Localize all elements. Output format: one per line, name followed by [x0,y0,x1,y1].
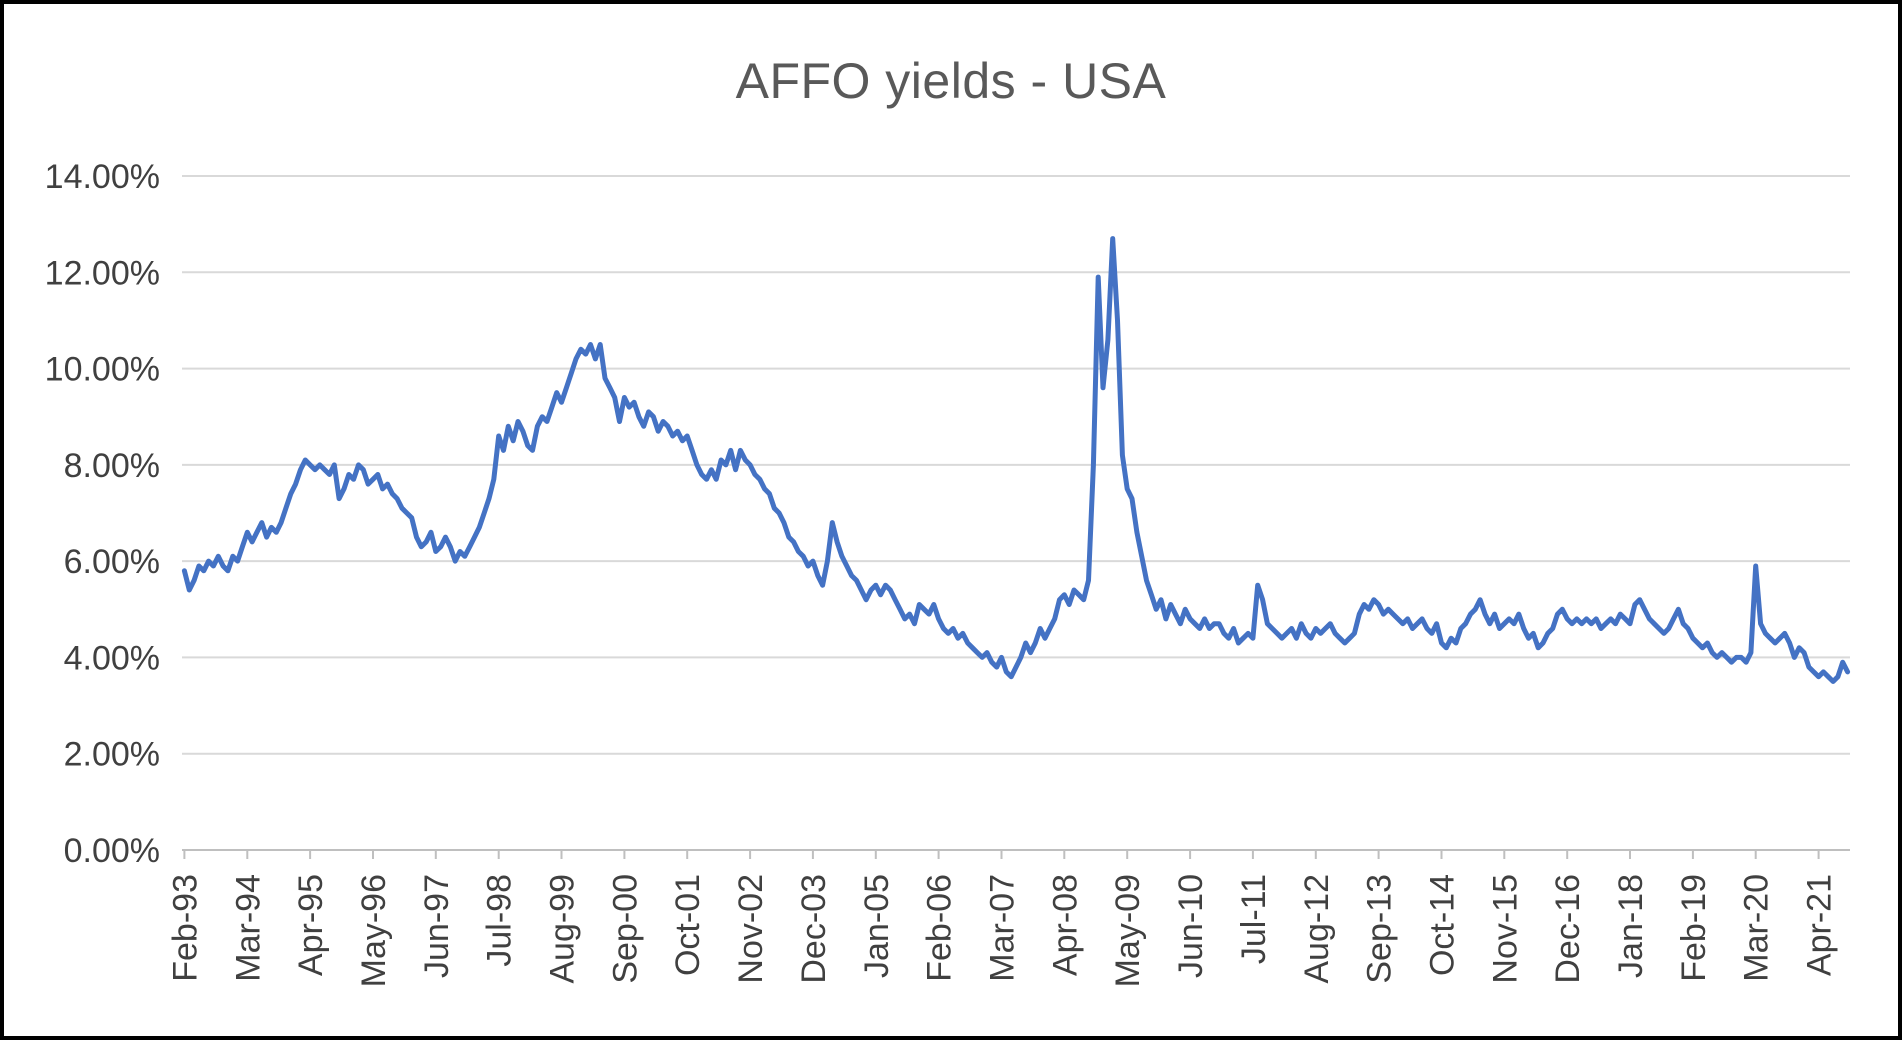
x-axis-tick-label: Aug-12 [1298,874,1336,984]
x-axis-tick-label: May-96 [355,874,393,987]
y-axis-tick-label: 2.00% [64,736,160,774]
y-axis-tick-label: 4.00% [64,639,160,677]
x-axis-tick-label: Apr-21 [1801,874,1839,976]
x-axis-tick-label: Jul-98 [481,874,519,967]
y-axis-tick-label: 10.00% [45,351,160,389]
x-axis-tick-label: May-09 [1109,874,1147,987]
x-axis-tick-label: Sep-13 [1361,874,1399,984]
x-axis-tick-label: Apr-95 [292,874,330,976]
x-axis-tick-label: Mar-94 [229,874,267,982]
y-axis-tick-label: 6.00% [64,543,160,581]
x-axis-tick-label: Apr-08 [1046,874,1084,976]
x-axis-tick-label: Oct-01 [669,874,707,976]
x-axis-tick-label: Feb-19 [1675,874,1713,982]
x-axis-tick-label: Nov-15 [1486,874,1524,984]
x-axis-tick-label: Dec-16 [1549,874,1587,984]
y-axis-tick-label: 0.00% [64,832,160,870]
y-axis-tick-label: 8.00% [64,447,160,485]
x-axis-tick-label: Mar-20 [1738,874,1776,982]
x-axis-tick-label: Feb-06 [921,874,959,982]
x-axis-tick-label: Nov-02 [732,874,770,984]
chart-title: AFFO yields - USA [735,53,1167,109]
y-axis-tick-label: 12.00% [45,254,160,292]
affo-yield-line [181,236,1851,684]
x-axis-tick-label: Aug-99 [544,874,582,984]
x-axis-tick-label: Feb-93 [166,874,204,982]
x-axis-tick-label: Jan-05 [858,874,896,978]
x-axis-tick-label: Mar-07 [984,874,1022,982]
x-axis-tick-label: Jan-18 [1612,874,1650,978]
x-axis-tick-label: Dec-03 [795,874,833,984]
x-axis-tick-label: Jun-97 [418,874,456,978]
x-axis-tick-label: Jun-10 [1172,874,1210,978]
x-axis-tick-label: Oct-14 [1424,874,1462,976]
x-axis-tick-label: Sep-00 [606,874,644,984]
affo-yields-chart: 0.00% 2.00% 4.00% 6.00% 8.00% 10.00% 12.00% 14.… [45,158,1851,987]
y-axis-tick-label: 14.00% [45,158,160,196]
x-axis-tick-label: Jul-11 [1235,874,1273,964]
